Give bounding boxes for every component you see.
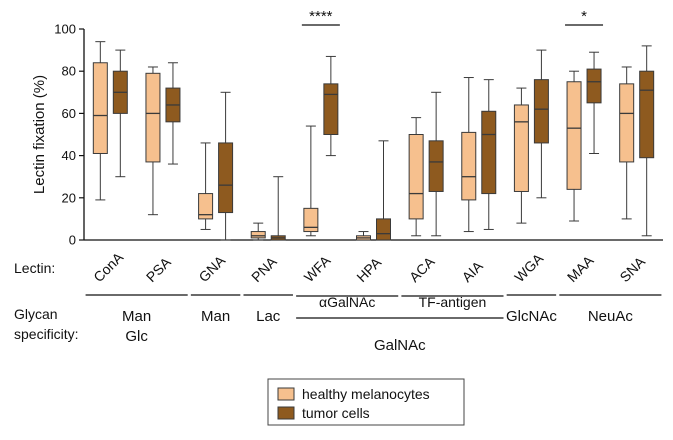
significance-label: * bbox=[581, 8, 587, 25]
category-label: ConA bbox=[90, 249, 127, 286]
legend-label: healthy melanocytes bbox=[302, 386, 430, 402]
glycan-subgroup-label: αGalNAc bbox=[319, 294, 375, 310]
glycan-group-label: GalNAc bbox=[374, 337, 426, 354]
box-tumor bbox=[639, 70, 655, 159]
row-label-glycan: specificity: bbox=[14, 326, 79, 342]
glycan-group-label: NeuAc bbox=[588, 308, 634, 325]
legend-box bbox=[267, 378, 465, 426]
glycan-group-label: Man bbox=[122, 308, 151, 325]
category-label: PNA bbox=[248, 253, 280, 285]
glycan-subgroup-label: TF-antigen bbox=[419, 294, 487, 310]
box-healthy bbox=[145, 72, 161, 163]
y-tick-label: 80 bbox=[62, 64, 76, 79]
y-tick-label: 100 bbox=[54, 22, 76, 37]
box-tumor bbox=[376, 218, 391, 241]
box-tumor bbox=[481, 110, 497, 195]
box-healthy bbox=[461, 131, 477, 201]
category-label: GNA bbox=[195, 252, 228, 285]
category-label: WFA bbox=[301, 252, 334, 285]
y-tick-label: 60 bbox=[62, 106, 76, 121]
row-label-glycan: Glycan bbox=[14, 306, 58, 322]
box-healthy bbox=[303, 207, 319, 233]
category-label: WGA bbox=[511, 250, 546, 285]
glycan-group-label: Lac bbox=[256, 308, 281, 325]
category-label: HPA bbox=[353, 254, 384, 285]
box-tumor bbox=[533, 79, 549, 144]
glycan-group-label: Glc bbox=[125, 328, 148, 345]
box-healthy bbox=[198, 193, 214, 220]
category-label: ACA bbox=[406, 253, 438, 285]
box-healthy bbox=[250, 231, 266, 239]
legend-label: tumor cells bbox=[302, 405, 370, 421]
box-healthy bbox=[619, 83, 635, 163]
box-healthy bbox=[92, 62, 108, 154]
category-label: AIA bbox=[459, 257, 487, 285]
category-label: MAA bbox=[564, 252, 597, 285]
category-label: PSA bbox=[143, 254, 175, 286]
legend-swatch bbox=[277, 406, 295, 420]
glycan-group-label: GlcNAc bbox=[506, 308, 557, 325]
box-tumor bbox=[323, 83, 339, 135]
box-healthy bbox=[513, 104, 529, 192]
box-tumor bbox=[428, 140, 444, 192]
box-tumor bbox=[586, 68, 602, 104]
category-label: SNA bbox=[616, 253, 648, 285]
legend-swatch bbox=[277, 387, 295, 401]
glycan-group-label: Man bbox=[201, 308, 230, 325]
y-tick-label: 0 bbox=[69, 233, 76, 248]
box-healthy bbox=[408, 134, 424, 220]
significance-label: **** bbox=[309, 8, 333, 25]
y-tick-label: 40 bbox=[62, 148, 76, 163]
box-tumor bbox=[218, 142, 234, 214]
y-tick-label: 20 bbox=[62, 190, 76, 205]
box-healthy bbox=[566, 81, 582, 190]
row-label-lectin: Lectin: bbox=[14, 260, 55, 276]
y-axis-title: Lectin fixation (%) bbox=[31, 75, 48, 194]
